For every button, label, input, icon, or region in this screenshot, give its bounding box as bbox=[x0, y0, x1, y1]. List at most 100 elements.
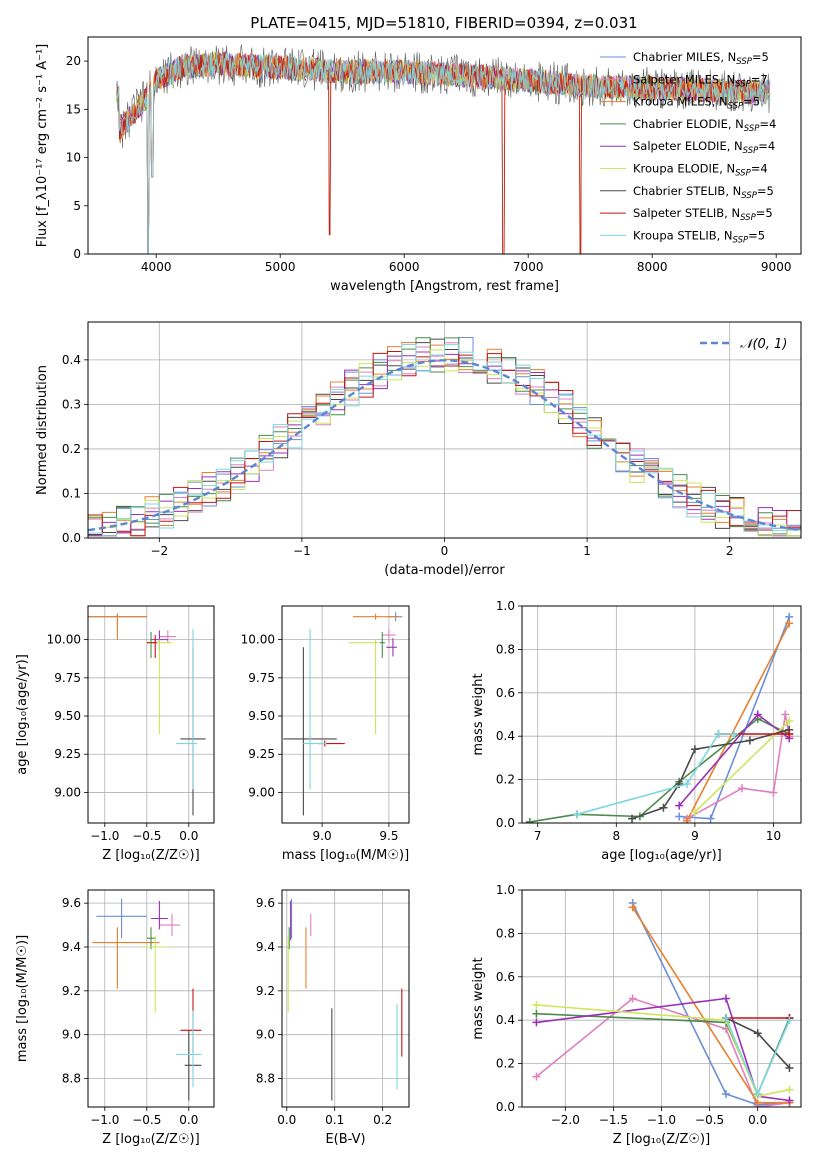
panel-mass-vs-ebv: 0.0 0.1 0.2 8.8 9.0 9.2 9.4 9.6 E(B-V) bbox=[256, 889, 410, 1147]
errorbar-point-1 bbox=[382, 628, 396, 643]
weight-series-3 bbox=[529, 717, 790, 823]
y-tick-label: 8.8 bbox=[256, 1072, 275, 1086]
weight-marker-0-0 bbox=[675, 812, 684, 821]
y-tick-label: 0.6 bbox=[496, 686, 515, 700]
y-tick-label: 0.0 bbox=[62, 531, 81, 545]
y-tick-label: 0.1 bbox=[62, 486, 81, 500]
x-tick-label: −1.5 bbox=[599, 1113, 628, 1127]
x-tick-label: 8 bbox=[612, 829, 620, 843]
weight-marker-2-1 bbox=[785, 619, 794, 628]
figure-title: PLATE=0415, MJD=51810, FIBERID=0394, z=0… bbox=[250, 14, 637, 32]
weight-marker-5-0 bbox=[532, 1001, 541, 1010]
y-tick-label: 0 bbox=[73, 247, 81, 261]
y-tick-label: 0.4 bbox=[496, 1013, 515, 1027]
x-axis-label: (data-model)/error bbox=[384, 563, 505, 578]
weight-marker-8-2 bbox=[714, 730, 723, 739]
errorbar-point-7 bbox=[180, 988, 202, 1053]
y-tick-label: 9.75 bbox=[248, 671, 275, 685]
weight-series-5 bbox=[536, 1004, 790, 1098]
errorbar-point-3 bbox=[146, 631, 156, 658]
x-tick-label: 7 bbox=[534, 829, 542, 843]
x-tick-label: −1.0 bbox=[90, 1113, 119, 1127]
normal-curve bbox=[88, 359, 801, 532]
weight-marker-4-1 bbox=[721, 994, 730, 1003]
y-tick-label: 10 bbox=[66, 151, 81, 165]
y-tick-label: 0.0 bbox=[496, 1100, 515, 1114]
weight-series-0 bbox=[631, 902, 790, 1106]
legend-label-5: Kroupa ELODIE, NSSP=4 bbox=[633, 162, 768, 179]
histogram-7 bbox=[88, 351, 801, 538]
grid bbox=[282, 606, 409, 823]
x-tick-label: 10 bbox=[766, 829, 781, 843]
x-axis-label: Z [log₁₀(Z/Z☉)] bbox=[102, 1132, 199, 1147]
x-axis-label: age [log₁₀(age/yr)] bbox=[601, 848, 722, 863]
x-tick-label: 0.1 bbox=[325, 1113, 344, 1127]
histogram-8 bbox=[88, 344, 801, 538]
weight-marker-1-1 bbox=[738, 784, 747, 793]
x-tick-label: 0.0 bbox=[179, 1113, 198, 1127]
x-axis-label: wavelength [Angstrom, rest frame] bbox=[330, 279, 559, 294]
weight-marker-4-1 bbox=[753, 710, 762, 719]
weight-marker-1-3 bbox=[781, 710, 790, 719]
x-tick-label: 5000 bbox=[265, 260, 296, 274]
panel-spectrum: 4000 5000 6000 7000 8000 9000 0 5 10 15 20 waveleng… bbox=[35, 36, 802, 294]
y-tick-label: 0.2 bbox=[496, 773, 515, 787]
x-tick-label: 1 bbox=[583, 544, 591, 558]
plot-area bbox=[88, 613, 206, 816]
panel-weight-vs-z: −2.0 −1.5 −1.0 −0.5 0.0 0.0 0.2 0.4 0.6 0.8 1.0 Z [… bbox=[471, 883, 802, 1147]
y-tick-label: 0.2 bbox=[496, 1057, 515, 1071]
errorbar-point-0 bbox=[96, 898, 147, 939]
y-tick-label: 9.6 bbox=[62, 896, 81, 910]
errorbar-point-5 bbox=[348, 639, 379, 735]
axes-frame bbox=[521, 889, 802, 1108]
errorbar-point-8 bbox=[176, 1010, 202, 1088]
y-tick-label: 0.8 bbox=[496, 642, 515, 656]
y-tick-label: 9.4 bbox=[256, 940, 275, 954]
errorbar-point-2 bbox=[92, 927, 160, 989]
weight-series-5 bbox=[694, 720, 790, 813]
spectrum-line-8 bbox=[116, 52, 771, 254]
y-tick-label: 1.0 bbox=[496, 599, 515, 613]
weight-series-2 bbox=[686, 623, 790, 822]
x-axis-label: Z [log₁₀(Z/Z☉)] bbox=[102, 848, 199, 863]
legend: Chabrier MILES, NSSP=5 Salpeter MILES, NS… bbox=[600, 50, 776, 245]
weight-marker-6-2 bbox=[785, 1063, 794, 1072]
y-tick-label: 0.3 bbox=[62, 397, 81, 411]
legend-label-4: Salpeter ELODIE, NSSP=4 bbox=[633, 139, 775, 156]
legend-label-3: Chabrier ELODIE, NSSP=4 bbox=[633, 117, 776, 134]
panels: 4000 5000 6000 7000 8000 900005101520waveleng… bbox=[15, 36, 802, 1147]
x-tick-label: 7000 bbox=[513, 260, 544, 274]
x-tick-label: 8000 bbox=[637, 260, 668, 274]
y-tick-label: 9.00 bbox=[54, 785, 81, 799]
y-tick-label: 9.6 bbox=[256, 896, 275, 910]
weight-series-0 bbox=[679, 616, 790, 820]
weight-marker-5-0 bbox=[690, 808, 699, 817]
y-tick-label: 5 bbox=[73, 199, 81, 213]
x-axis-label: E(B-V) bbox=[325, 1132, 365, 1147]
weight-marker-3-0 bbox=[525, 817, 534, 823]
y-tick-label: 20 bbox=[66, 54, 81, 68]
errorbar-point-5 bbox=[142, 936, 168, 1013]
errorbar-point-8 bbox=[303, 628, 327, 790]
x-tick-label: 9.0 bbox=[313, 829, 332, 843]
x-tick-label: 0.0 bbox=[277, 1113, 296, 1127]
x-tick-label: −0.5 bbox=[132, 1113, 161, 1127]
weight-marker-1-0 bbox=[532, 1072, 541, 1081]
panel-residuals: −2 −1 0 1 2 0.0 0.1 0.2 0.3 0.4 (data-model)/error… bbox=[35, 321, 802, 578]
y-tick-label: 1.0 bbox=[496, 883, 515, 897]
axes-frame bbox=[87, 321, 802, 539]
legend-label-6: Chabrier STELIB, NSSP=5 bbox=[633, 184, 774, 201]
weight-series-6 bbox=[631, 728, 790, 820]
x-tick-label: −0.5 bbox=[695, 1113, 724, 1127]
weight-marker-8-0 bbox=[573, 810, 582, 819]
y-tick-label: 9.2 bbox=[62, 984, 81, 998]
y-axis-label: age [log₁₀(age/yr)] bbox=[15, 654, 30, 775]
grid bbox=[522, 605, 801, 824]
y-axis-label: Flux [f_λ10⁻¹⁷ erg cm⁻² s⁻¹ A⁻¹] bbox=[35, 44, 50, 248]
x-axis-label: mass [log₁₀(M/M☉)] bbox=[282, 848, 409, 863]
y-axis-label: mass [log₁₀(M/M☉)] bbox=[15, 935, 30, 1062]
weight-marker-8-1 bbox=[683, 779, 692, 788]
y-tick-label: 0.8 bbox=[496, 926, 515, 940]
y-tick-label: 9.75 bbox=[54, 671, 81, 685]
